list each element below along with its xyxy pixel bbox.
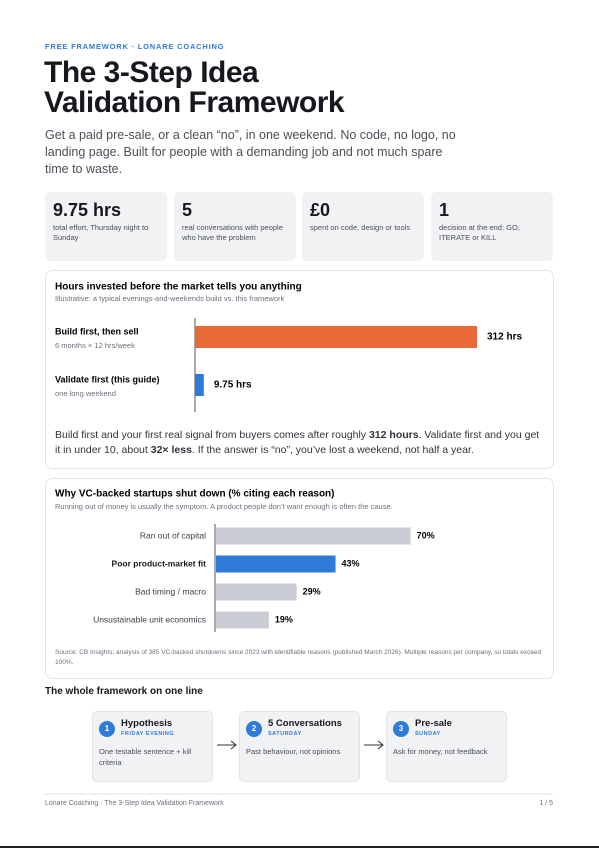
stat: 9.75 hrs total effort, Thursday night to … (45, 192, 167, 261)
step-desc: Ask for money, not feedback (393, 747, 488, 756)
stat: 1 decision at the end: GO, ITERATE or KIL… (431, 192, 553, 261)
category-label: Build first, then sell (55, 326, 139, 336)
arrow (364, 740, 384, 750)
step-title: 5 Conversations (268, 718, 342, 729)
chart-title: Why VC-backed startups shut down (% citi… (55, 489, 335, 500)
note-emphasis: 32× less (150, 444, 192, 456)
bar (216, 555, 336, 573)
step-when: SATURDAY (268, 731, 302, 737)
bar (216, 527, 411, 545)
value-label: 29% (303, 586, 321, 596)
stat-desc: spent on code, design or tools (310, 223, 411, 232)
title-line: The 3-Step Idea (44, 56, 259, 89)
category-label: Poor product-market fit (112, 558, 207, 568)
value-label: 9.75 hrs (214, 380, 252, 391)
chart-card (45, 478, 554, 679)
eyebrow: FREE FRAMEWORK · LONARE COACHING (45, 42, 225, 51)
category-label: Bad timing / macro (135, 586, 206, 596)
note-text: Build first and your first real signal f… (55, 429, 369, 441)
step-title: Pre-sale (415, 718, 452, 729)
category-label: Ran out of capital (140, 530, 206, 540)
category-sublabel: one long weekend (55, 389, 116, 398)
step-desc: Past behaviour, not opinions (246, 747, 341, 756)
step: 1 Hypothesis FRIDAY EVENING One testable se… (92, 711, 213, 782)
title: The 3-Step Idea Validation Framework (44, 56, 345, 119)
stat-desc: total effort, Thursday night to Sunday (53, 223, 149, 242)
stat-desc: real conversations with people who have … (182, 223, 283, 242)
bar (216, 583, 297, 601)
note-text: . Validate first and you get it in under… (55, 429, 540, 456)
stat-value: £0 (310, 200, 331, 220)
bar (216, 611, 269, 629)
chart-note: Build first and your first real signal f… (55, 428, 545, 458)
step-num: 1 (99, 721, 115, 737)
value-label: 19% (275, 614, 293, 624)
stat-value: 1 (439, 200, 450, 220)
stat-desc: decision at the end: GO, ITERATE or KILL (439, 223, 520, 242)
category-label: Validate first (this guide) (55, 374, 160, 384)
note-text: . If the answer is “no”, you’ve lost a w… (191, 444, 474, 456)
step-when: FRIDAY EVENING (121, 731, 175, 737)
chart-source: Source: CB Insights, analysis of 385 VC-… (55, 649, 542, 666)
chart-card (45, 270, 554, 469)
category-label: Unsustainable unit economics (93, 614, 206, 624)
chart-subtitle: Running out of money is usually the symp… (55, 502, 393, 511)
bar (195, 326, 477, 348)
arrow (217, 740, 237, 750)
stat-value: 5 (182, 200, 193, 220)
step: 2 5 Conversations SATURDAY Past behaviour, … (239, 711, 360, 782)
framework-heading: The whole framework on one line (45, 686, 203, 697)
stat: £0 spent on code, design or tools (302, 192, 424, 261)
value-label: 70% (417, 530, 435, 540)
value-label: 312 hrs (487, 332, 522, 343)
step-when: SUNDAY (415, 731, 441, 737)
chart-title: Hours invested before the market tells y… (55, 282, 302, 293)
value-label: 43% (342, 558, 360, 568)
footer-right: 1 / 5 (539, 800, 553, 807)
arrows (217, 740, 384, 750)
step-desc: One testable sentence + kill criteria (99, 747, 192, 767)
step-title: Hypothesis (121, 718, 173, 729)
chart-subtitle: Illustrative: a typical evenings-and-wee… (55, 294, 285, 303)
title-line: Validation Framework (44, 86, 345, 119)
step-num: 2 (246, 721, 262, 737)
stat-value: 9.75 hrs (53, 200, 122, 220)
stat: 5 real conversations with people who have… (174, 192, 296, 261)
note-emphasis: 312 hours (368, 429, 419, 441)
step: 3 Pre-sale SUNDAY Ask for money, not feedba… (386, 711, 507, 782)
intro: Get a paid pre-sale, or a clean “no”, in… (45, 128, 456, 176)
bar (195, 374, 204, 396)
step-num: 3 (393, 721, 409, 737)
category-sublabel: 6 months × 12 hrs/week (55, 341, 135, 350)
footer-left: Lonare Coaching · The 3-Step Idea Valida… (45, 800, 224, 807)
